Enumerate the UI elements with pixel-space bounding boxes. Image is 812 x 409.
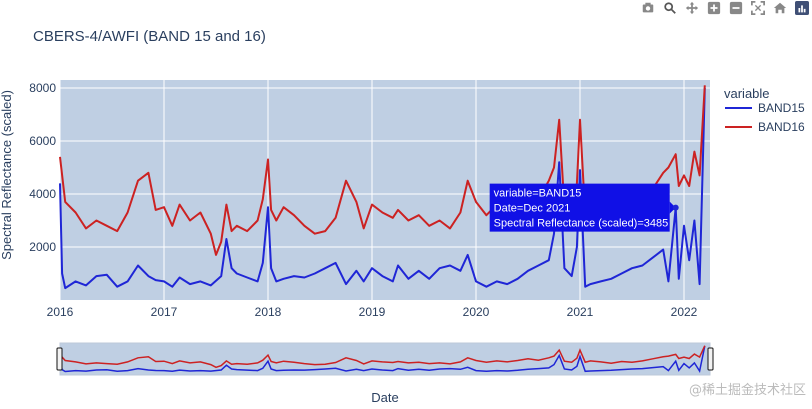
x-axis-label: Date: [371, 390, 398, 404]
plotly-logo-button[interactable]: [792, 0, 812, 16]
autoscale-icon: [751, 1, 765, 15]
x-tick-label: 2018: [255, 305, 282, 319]
home-button[interactable]: [770, 0, 790, 16]
range-slider-handle-right[interactable]: [707, 347, 714, 371]
range-slider-line-band16: [59, 345, 706, 369]
x-tick-label: 2021: [567, 305, 594, 319]
range-slider-handle-left[interactable]: [56, 347, 63, 371]
tooltip-hover-point: [672, 204, 679, 211]
zoom-in-button[interactable]: [704, 0, 724, 16]
y-axis-label: Spectral Reflectance (scaled): [0, 90, 14, 260]
gridlines: [59, 80, 710, 300]
zoom-out-icon: [729, 1, 743, 15]
series-line-band15[interactable]: [59, 87, 706, 290]
x-tick-label: 2022: [671, 305, 698, 319]
camera-icon: [642, 2, 654, 13]
plotly-modebar: [638, 0, 812, 16]
y-tick-label: 2000: [29, 240, 56, 254]
zoom-icon: [664, 2, 676, 14]
plotly-logo-icon: [795, 1, 809, 15]
tooltip-line-value: Spectral Reflectance (scaled)=3485: [494, 218, 669, 230]
home-icon: [773, 2, 787, 14]
x-tick-label: 2019: [359, 305, 386, 319]
legend-item-band16[interactable]: BAND16: [725, 120, 805, 134]
range-slider[interactable]: [56, 342, 714, 376]
legend-title: variable: [724, 86, 770, 101]
pan-button[interactable]: [682, 0, 702, 16]
axes: 2016 2017 2018 2019 2020 2021 2022 2000 4000 6000…: [29, 81, 697, 319]
zoom-out-button[interactable]: [726, 0, 746, 16]
tooltip-line-variable: variable=BAND15: [494, 188, 582, 200]
y-tick-label: 8000: [29, 81, 56, 95]
legend-item-band15[interactable]: BAND15: [725, 101, 805, 115]
legend: variable BAND15 BAND16: [724, 86, 805, 134]
tooltip-box: [489, 183, 670, 232]
camera-button[interactable]: [638, 0, 658, 16]
hover-tooltip: variable=BAND15 Date=Dec 2021 Spectral R…: [489, 183, 679, 232]
zoom-button[interactable]: [660, 0, 680, 16]
x-tick-label: 2020: [463, 305, 490, 319]
x-tick-label: 2016: [47, 305, 74, 319]
y-tick-label: 4000: [29, 187, 56, 201]
autoscale-button[interactable]: [748, 0, 768, 16]
legend-label-band16: BAND16: [758, 120, 805, 134]
range-slider-line-band15: [59, 345, 706, 373]
pan-icon: [685, 1, 699, 15]
tooltip-line-date: Date=Dec 2021: [494, 203, 571, 215]
chart-title: CBERS-4/AWFI (BAND 15 and 16): [33, 28, 266, 45]
legend-label-band15: BAND15: [758, 101, 805, 115]
zoom-in-icon: [707, 1, 721, 15]
watermark-text: @稀土掘金技术社区: [688, 383, 806, 398]
y-tick-label: 6000: [29, 134, 56, 148]
x-tick-label: 2017: [151, 305, 178, 319]
